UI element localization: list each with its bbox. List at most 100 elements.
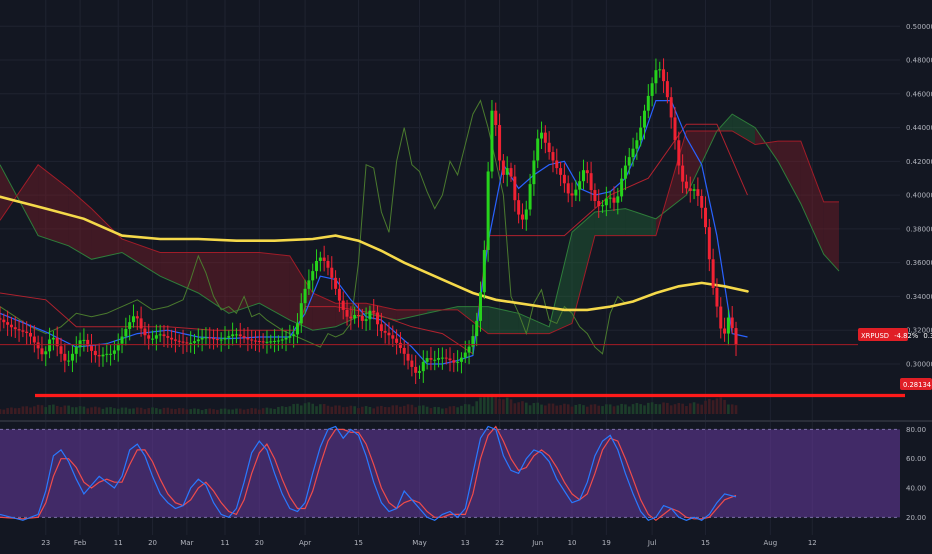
volume-bar <box>460 405 463 414</box>
candle-body <box>318 257 322 261</box>
volume-bar <box>364 406 368 414</box>
time-tick-label: 15 <box>701 539 710 547</box>
volume-bar <box>227 409 231 414</box>
volume-bar <box>669 405 673 414</box>
volume-bar <box>135 407 139 414</box>
candle-body <box>639 127 643 141</box>
volume-bar <box>185 409 189 414</box>
volume-bar <box>246 408 250 414</box>
volume-bar <box>444 408 448 414</box>
candle-body <box>139 318 143 329</box>
price-labels: XRPUSD -4.82% 0.31148 0.28134 <box>858 328 932 390</box>
volume-bar <box>55 405 59 414</box>
volume-bar <box>86 408 90 414</box>
candle-body <box>707 227 711 260</box>
candle-body <box>734 328 738 345</box>
volume-bar <box>280 406 284 414</box>
candle-body <box>696 189 700 196</box>
time-tick-label: 23 <box>41 539 50 547</box>
oscillator-band <box>0 429 900 518</box>
volume-bar <box>204 408 208 414</box>
volume-bar <box>6 408 9 414</box>
volume-bar <box>528 405 532 414</box>
volume-bar <box>555 405 559 414</box>
candle-body <box>635 140 639 149</box>
volume-bar <box>13 408 17 414</box>
volume-bar <box>120 407 124 414</box>
candle-body <box>6 322 10 325</box>
volume-bar <box>456 407 459 414</box>
candle-body <box>482 249 486 293</box>
volume-bar <box>360 406 364 414</box>
candle-body <box>559 168 563 175</box>
candle-body <box>398 342 402 348</box>
volume-bar <box>52 404 55 414</box>
candle-body <box>479 292 483 321</box>
candle-body <box>170 337 174 340</box>
volume-bar <box>238 408 242 414</box>
time-tick-label: May <box>412 539 426 547</box>
candle-body <box>597 201 601 207</box>
oscillator-tick-label: 20.00 <box>906 514 926 522</box>
volume-bar <box>345 406 349 414</box>
volume-bar <box>71 407 74 414</box>
volume-bar <box>544 405 547 414</box>
candle-body <box>295 323 299 335</box>
volume-bar <box>299 405 303 414</box>
volume-bar <box>593 404 597 414</box>
time-tick-label: 11 <box>221 539 230 547</box>
volume-bar <box>0 409 2 414</box>
volume-bar <box>10 407 13 414</box>
volume-bar <box>17 408 21 414</box>
cloud-segment <box>625 208 656 236</box>
candle-body <box>273 340 277 342</box>
volume-bar <box>101 408 105 414</box>
candle-body <box>604 198 608 206</box>
candle-body <box>642 110 646 128</box>
candle-body <box>90 345 94 351</box>
candles-layer <box>0 58 738 385</box>
volume-bar <box>708 398 711 414</box>
volume-bar <box>21 406 25 414</box>
volume-bar <box>315 406 318 414</box>
volume-bar <box>231 409 234 414</box>
volume-bar <box>654 404 658 414</box>
time-tick-label: Mar <box>180 539 193 547</box>
candle-body <box>730 317 734 329</box>
candle-body <box>40 348 44 355</box>
candle-body <box>128 322 132 329</box>
volume-bar <box>658 404 662 414</box>
cloud-segment <box>594 208 626 236</box>
candle-body <box>536 138 540 161</box>
candle-body <box>581 170 585 182</box>
volume-bar <box>463 404 467 414</box>
candle-body <box>383 331 387 333</box>
candle-body <box>692 189 696 191</box>
volume-bar <box>643 405 646 414</box>
lagging-span-line <box>0 99 626 355</box>
volume-bar <box>383 406 387 414</box>
candle-body <box>17 329 21 331</box>
candle-body <box>379 324 383 332</box>
volume-bar <box>82 406 86 414</box>
candle-body <box>704 207 708 228</box>
volume-bar <box>105 407 109 414</box>
volume-bar <box>627 406 631 414</box>
candle-body <box>269 341 273 343</box>
candle-body <box>322 257 326 261</box>
candle-body <box>143 328 147 336</box>
volume-bar <box>380 405 383 414</box>
volume-bar <box>197 408 200 414</box>
volume-bar <box>177 408 181 414</box>
volume-bar <box>357 408 360 414</box>
candle-body <box>257 340 261 342</box>
volume-bar <box>734 405 738 414</box>
time-tick-label: Jul <box>647 539 657 547</box>
volume-bar <box>116 408 120 414</box>
volume-bar <box>48 405 51 414</box>
